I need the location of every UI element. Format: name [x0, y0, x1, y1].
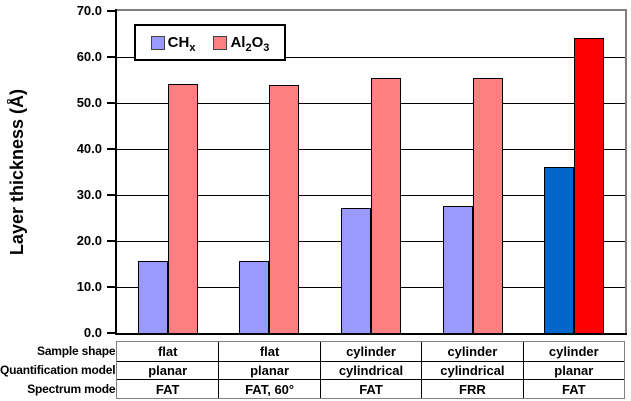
y-axis-tick — [107, 56, 115, 58]
table-cell-r2-c1: planar — [117, 360, 219, 380]
y-tick-label: 50.0 — [76, 95, 102, 110]
y-axis-title: Layer thickness (Å) — [6, 88, 27, 256]
legend-label-part: x — [189, 42, 196, 54]
y-axis-tick — [107, 148, 115, 150]
y-tick-label: 60.0 — [76, 49, 102, 64]
bar-chx-group3 — [341, 207, 371, 333]
plot-area — [117, 11, 625, 333]
table-cell-r1-c4: cylinder — [421, 342, 522, 361]
y-axis-tick — [107, 10, 115, 12]
table-row-header-sample-shape: Sample shape — [37, 343, 116, 358]
table-cell-r3-c2: FAT, 60° — [218, 379, 320, 398]
legend-label-al2o3: Al2O3 — [230, 34, 270, 54]
plot-border-top — [115, 9, 627, 11]
x-axis-line — [115, 333, 627, 335]
y-axis-tick — [107, 240, 115, 242]
table-cell-r2-c5: planar — [522, 360, 624, 380]
legend-label-part: O — [251, 34, 264, 51]
legend-swatch-chx — [150, 35, 165, 50]
legend-label-part: Al — [230, 34, 246, 51]
y-axis-title-wrap: Layer thickness (Å) — [2, 11, 32, 333]
legend: CHx Al2O3 — [134, 24, 286, 61]
bar-chx-group4 — [442, 206, 473, 333]
y-tick-label: 10.0 — [76, 279, 102, 294]
table-cell-r1-c5: cylinder — [522, 342, 624, 361]
y-axis-tick — [107, 194, 115, 196]
bar-al2o3-group2 — [269, 84, 300, 333]
y-axis-line — [115, 9, 117, 335]
y-axis-tick — [107, 286, 115, 288]
bar-al2o3-group1 — [167, 83, 198, 333]
category-table: flat flat cylinder cylinder cylinder planar pl… — [116, 341, 625, 399]
table-cell-r2-c3: cylindrical — [319, 360, 422, 380]
bar-chx-group5 — [544, 167, 575, 333]
table-cell-r1-c1: flat — [157, 343, 178, 359]
y-axis-tick — [107, 332, 115, 334]
table-row-header-spectrum-mode: Spectrum mode — [27, 382, 116, 397]
legend-label-part: 2 — [245, 42, 252, 54]
legend-entry-chx: CHx — [150, 34, 196, 54]
table-cell-r2-c2: planar — [218, 360, 320, 380]
legend-swatch-al2o3 — [213, 35, 228, 50]
bar-chx-group1 — [137, 260, 168, 333]
y-tick-label: 0.0 — [83, 325, 102, 340]
legend-entry-al2o3: Al2O3 — [213, 34, 270, 54]
table-cell-r3-c1: FAT — [117, 379, 219, 398]
y-tick-label: 20.0 — [76, 233, 102, 248]
bar-al2o3-group4 — [472, 77, 503, 333]
y-tick-label: 40.0 — [76, 141, 102, 156]
y-tick-label: 30.0 — [76, 187, 102, 202]
bar-al2o3-group5 — [574, 38, 605, 333]
table-cell-r3-c3: FAT — [319, 379, 422, 398]
legend-label-part: CH — [167, 34, 190, 51]
table-row-header-quantification-model: Quantification model — [0, 362, 116, 377]
y-axis-tick — [107, 102, 115, 104]
legend-label-chx: CHx — [167, 34, 196, 54]
gridline — [117, 56, 625, 58]
plot-border-right — [625, 9, 627, 335]
table-cell-r1-c3: cylinder — [319, 342, 421, 361]
table-cell-r3-c4: FRR — [421, 379, 523, 398]
table-cell-r1-c2: flat — [218, 342, 319, 361]
bar-chx-group2 — [239, 260, 270, 333]
category-table-row-headers: Sample shape Quantification model Spectrum… — [0, 341, 116, 399]
bar-al2o3-group3 — [371, 77, 401, 333]
y-tick-label: 70.0 — [76, 3, 102, 18]
table-cell-r2-c4: cylindrical — [421, 360, 523, 380]
legend-label-part: 3 — [263, 42, 270, 54]
table-cell-r3-c5: FAT — [522, 379, 624, 398]
